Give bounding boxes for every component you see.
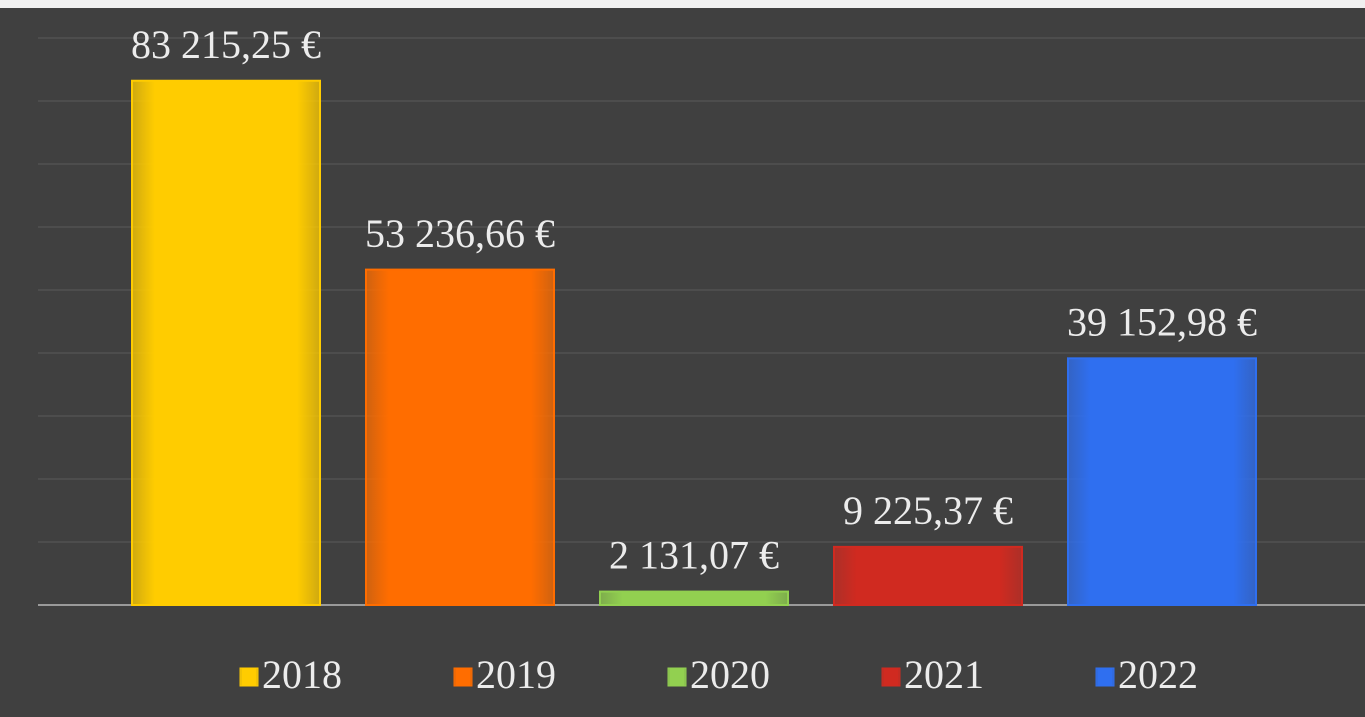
data-label: 2 131,07 € [609, 533, 779, 578]
bar [365, 268, 555, 606]
legend-swatch [453, 667, 473, 687]
data-label: 9 225,37 € [843, 488, 1013, 533]
legend-swatch [239, 667, 259, 687]
legend-swatch [881, 667, 901, 687]
data-label: 83 215,25 € [131, 22, 321, 67]
chart: 83 215,25 € 53 236,66 € 2 131,07 € 9 225,37… [0, 8, 1365, 717]
legend-swatch [667, 667, 687, 687]
legend-label: 2021 [904, 652, 984, 697]
bar [599, 590, 789, 607]
legend-label: 2019 [476, 652, 556, 697]
legend-label: 2018 [262, 652, 342, 697]
legend-swatch [1095, 667, 1115, 687]
data-label: 53 236,66 € [365, 211, 555, 256]
data-label: 39 152,98 € [1067, 300, 1257, 345]
bar [1067, 357, 1257, 606]
legend-label: 2020 [690, 652, 770, 697]
bar [833, 545, 1023, 607]
legend-label: 2022 [1118, 652, 1198, 697]
bar [131, 79, 321, 607]
